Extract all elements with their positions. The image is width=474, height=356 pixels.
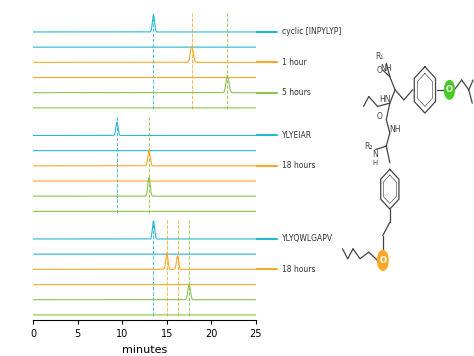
Text: NH: NH [389, 125, 401, 134]
Text: R₁: R₁ [375, 52, 383, 61]
Text: cyclic [INPYLYP]: cyclic [INPYLYP] [282, 27, 341, 36]
Text: 18 hours: 18 hours [282, 161, 315, 170]
Text: O: O [379, 256, 386, 265]
X-axis label: minutes: minutes [122, 345, 167, 355]
Text: H: H [372, 160, 377, 166]
Text: 1 hour: 1 hour [282, 58, 306, 67]
Text: R₂: R₂ [365, 142, 373, 151]
Text: YLYQWLGAPV: YLYQWLGAPV [282, 235, 333, 244]
Text: O: O [376, 66, 382, 74]
Text: NH: NH [381, 64, 392, 73]
Circle shape [378, 251, 388, 270]
Circle shape [445, 80, 455, 99]
Text: O: O [446, 85, 453, 94]
Text: YLYEIAR: YLYEIAR [282, 131, 312, 140]
Text: 5 hours: 5 hours [282, 88, 310, 97]
Text: HN: HN [379, 95, 390, 104]
Text: O: O [376, 112, 382, 121]
Text: N: N [372, 150, 378, 159]
Text: 18 hours: 18 hours [282, 265, 315, 274]
